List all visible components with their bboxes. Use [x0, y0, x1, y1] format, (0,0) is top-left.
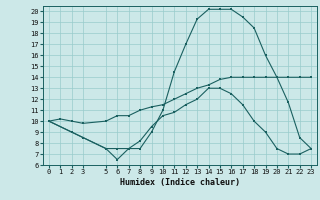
- X-axis label: Humidex (Indice chaleur): Humidex (Indice chaleur): [120, 178, 240, 187]
